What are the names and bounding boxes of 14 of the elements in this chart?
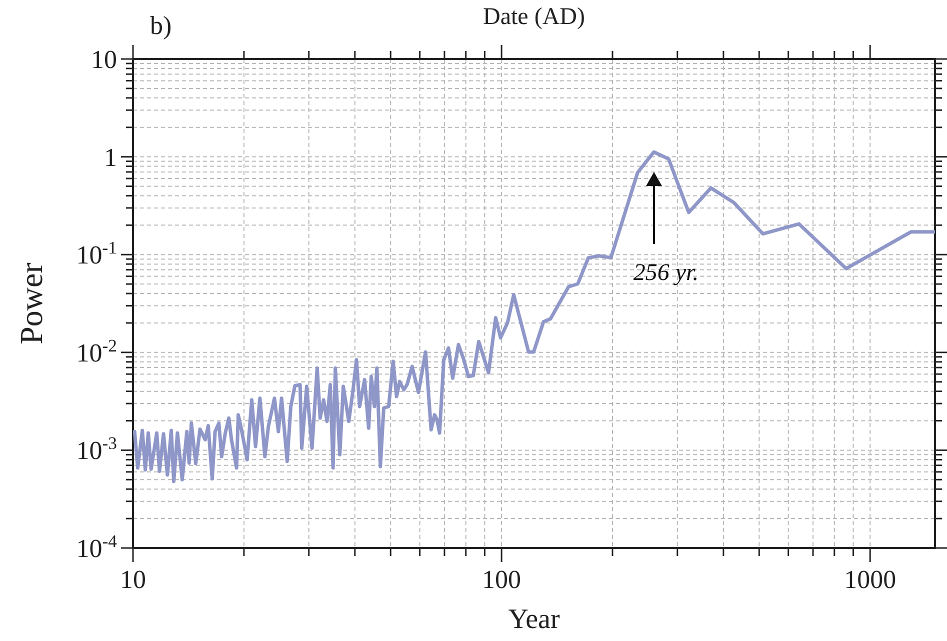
- text: b): [150, 11, 172, 40]
- x2-axis-title: Date (AD): [483, 4, 585, 30]
- x-tick-label: 100: [482, 565, 522, 594]
- annotation: 256 yr.: [633, 260, 699, 286]
- y-tick-label: 10$^{-1}$: [76, 238, 117, 270]
- x-axis-title: Year: [508, 604, 560, 635]
- y-tick-label: 10$^{-2}$: [76, 335, 117, 368]
- y-tick-label: 10$^{-4}$: [76, 531, 118, 563]
- x-tick-label: 10: [120, 565, 146, 594]
- y-tick-label: 10: [91, 45, 117, 74]
- x-tick-label: 1000: [844, 565, 896, 594]
- y-tick-label: 1: [104, 142, 117, 172]
- y-axis-title: Power: [13, 262, 49, 344]
- y-tick-label: 10$^{-3}$: [76, 433, 118, 466]
